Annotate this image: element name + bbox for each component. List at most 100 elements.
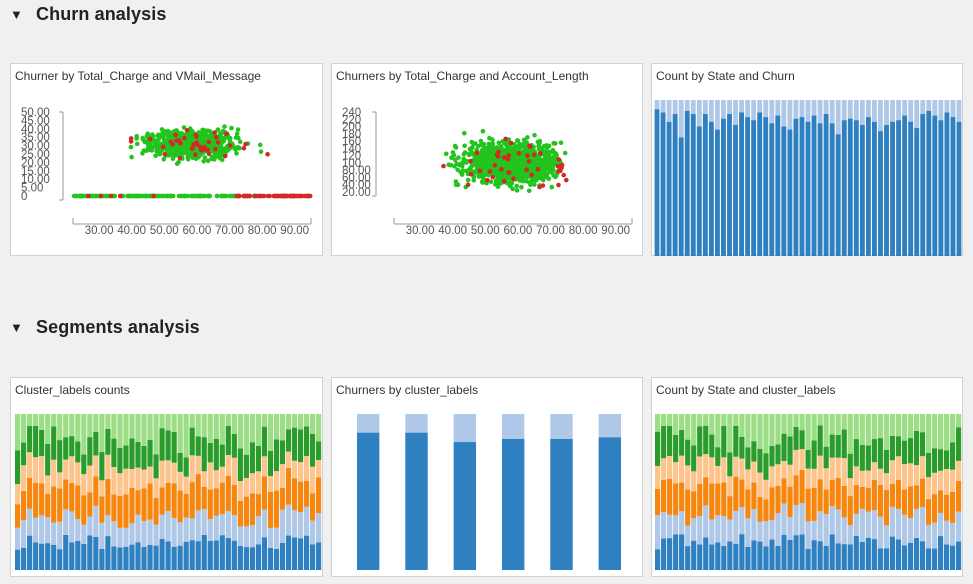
- chart-card-vmail[interactable]: Churner by Total_Charge and VMail_Messag…: [10, 63, 323, 256]
- point-churn-false: [143, 193, 149, 199]
- state-cluster-segment: [925, 477, 932, 500]
- state-cluster-segment: [871, 414, 877, 440]
- cluster-counts-segment: [237, 526, 243, 546]
- point-churn-false: [154, 140, 159, 146]
- cluster-counts-segment: [261, 476, 268, 510]
- state-cluster-segment: [733, 476, 739, 511]
- state-churn-bar: [714, 129, 720, 256]
- cluster-counts-segment: [111, 414, 117, 439]
- point-churn-false: [220, 193, 225, 199]
- cluster-counts-segment: [237, 481, 243, 501]
- x-tick-label: 30.00: [406, 225, 435, 237]
- state-cluster-segment: [781, 478, 787, 504]
- state-cluster-segment: [793, 449, 799, 476]
- cluster-counts-segment: [129, 544, 135, 570]
- cluster-counts-segment: [135, 414, 141, 442]
- point-churn-false: [509, 156, 515, 161]
- state-churn-bar: [817, 123, 823, 257]
- state-cluster-segment: [841, 517, 847, 545]
- state-cluster-segment: [721, 516, 727, 546]
- chart-card-state-cluster[interactable]: Count by State and cluster_labels: [651, 377, 963, 577]
- state-cluster-segment: [739, 414, 745, 437]
- collapse-caret-icon[interactable]: ▼: [10, 320, 23, 335]
- point-churn-false: [546, 143, 552, 149]
- point-churn-false: [526, 188, 532, 194]
- point-churn-false: [205, 158, 211, 164]
- point-churn-true: [193, 132, 198, 138]
- point-churn-false: [456, 155, 461, 160]
- state-cluster-segment: [859, 508, 865, 542]
- state-churn-bar: [727, 114, 732, 256]
- cluster-counts-segment: [291, 427, 298, 461]
- cluster-counts-segment: [75, 540, 81, 570]
- state-churn-bar: [690, 114, 696, 256]
- chart-title: Churner by Total_Charge and VMail_Messag…: [15, 69, 261, 83]
- state-cluster-segment: [883, 473, 889, 490]
- state-churn-bar: [956, 121, 962, 256]
- cluster-counts-segment: [171, 414, 177, 432]
- cluster-counts-segment: [243, 496, 249, 527]
- cluster-counts-segment: [15, 527, 21, 550]
- chart-card-account-length[interactable]: Churners by Total_Charge and Account_Len…: [331, 63, 643, 256]
- cluster-counts-segment: [207, 489, 213, 520]
- cluster-counts-segment: [33, 414, 39, 426]
- cluster-counts-segment: [201, 414, 207, 438]
- state-cluster-segment: [769, 446, 775, 467]
- cluster-counts-segment: [225, 414, 231, 426]
- chart-card-cluster-counts[interactable]: Cluster_labels counts: [10, 377, 323, 577]
- cluster-counts-segment: [297, 512, 304, 539]
- state-cluster-segment: [859, 414, 865, 446]
- collapse-caret-icon[interactable]: ▼: [10, 7, 23, 22]
- cluster-counts-segment: [303, 456, 310, 481]
- point-churn-false: [537, 138, 543, 144]
- state-cluster-segment: [901, 414, 908, 441]
- cluster-counts-segment: [33, 542, 39, 570]
- state-cluster-segment: [709, 519, 715, 545]
- cluster-counts-segment: [75, 462, 81, 486]
- point-churn-false: [156, 137, 161, 142]
- point-churn-false: [182, 143, 188, 148]
- chart-card-churn-cluster[interactable]: Churners by cluster_labels: [331, 377, 643, 577]
- state-churn-bar: [902, 115, 908, 256]
- state-cluster-segment: [931, 472, 938, 495]
- state-cluster-segment: [943, 544, 950, 570]
- y-tick-label: 120: [342, 151, 361, 163]
- state-cluster-segment: [697, 456, 703, 484]
- chart-card-state-churn[interactable]: Count by State and Churn: [651, 63, 963, 257]
- cluster-counts-segment: [285, 429, 292, 452]
- section-header-churn[interactable]: ▼ Churn analysis: [10, 4, 166, 25]
- point-churn-true: [487, 169, 493, 174]
- point-churn-true: [499, 167, 504, 172]
- state-cluster-segment: [787, 414, 793, 437]
- cluster-counts-segment: [207, 519, 213, 541]
- cluster-counts-segment: [177, 414, 183, 453]
- state-churn-bar: [926, 110, 932, 256]
- cluster-counts-segment: [147, 483, 153, 520]
- y-tick-label: 40.00: [342, 180, 371, 192]
- state-cluster-segment: [955, 480, 962, 512]
- state-cluster-segment: [853, 484, 859, 514]
- state-cluster-segment: [853, 466, 859, 485]
- cluster-counts-segment: [81, 495, 87, 525]
- state-cluster-segment: [883, 489, 889, 526]
- section-header-segments[interactable]: ▼ Segments analysis: [10, 317, 200, 338]
- point-churn-false: [520, 152, 526, 157]
- point-churn-false: [514, 188, 520, 193]
- point-churn-false: [140, 135, 145, 141]
- state-churn-bar: [896, 120, 902, 256]
- cluster-counts-segment: [171, 517, 177, 547]
- state-cluster-segment: [847, 453, 853, 479]
- point-churn-true: [538, 151, 543, 156]
- point-churn-false: [505, 144, 510, 149]
- cluster-counts-segment: [219, 466, 225, 483]
- cluster-counts-segment: [279, 414, 286, 441]
- state-cluster-segment: [913, 485, 920, 509]
- bars: [654, 100, 962, 257]
- cluster-counts-segment: [213, 414, 219, 439]
- cluster-counts-segment: [117, 447, 123, 474]
- state-cluster-segment: [895, 436, 901, 457]
- point-churn-false: [167, 148, 172, 153]
- state-cluster-segment: [769, 539, 775, 570]
- state-cluster-segment: [793, 414, 799, 427]
- cluster-counts-segment: [183, 414, 189, 458]
